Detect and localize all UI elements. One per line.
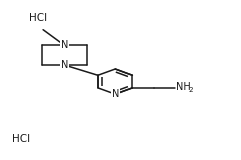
Text: N: N — [61, 60, 68, 70]
Text: HCl: HCl — [29, 13, 47, 23]
Text: HCl: HCl — [12, 134, 30, 144]
Text: N: N — [61, 40, 68, 50]
Text: NH: NH — [176, 82, 191, 92]
Text: 2: 2 — [188, 87, 193, 93]
Text: N: N — [112, 89, 119, 99]
